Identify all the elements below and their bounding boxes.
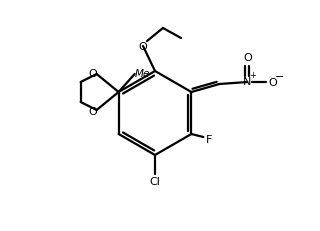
Text: Me: Me: [135, 69, 150, 79]
Text: O: O: [139, 42, 148, 52]
Text: F: F: [206, 134, 212, 144]
Text: O: O: [88, 106, 97, 116]
Text: +: +: [249, 71, 256, 80]
Text: O: O: [243, 53, 252, 63]
Text: N: N: [243, 77, 252, 87]
Text: −: −: [275, 72, 284, 82]
Text: O: O: [88, 69, 97, 79]
Text: O: O: [268, 78, 277, 88]
Text: Cl: Cl: [149, 176, 160, 186]
